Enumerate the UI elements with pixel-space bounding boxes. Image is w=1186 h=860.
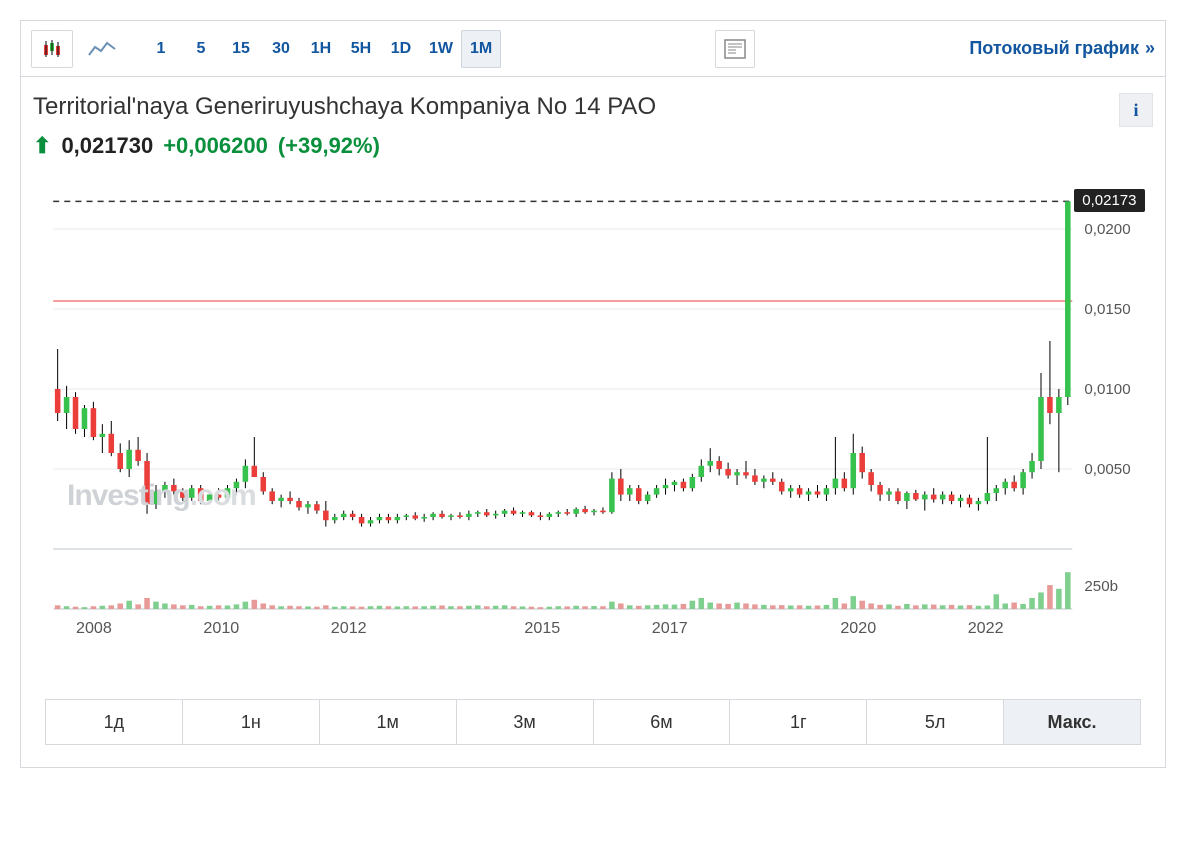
interval-picker: 1515301H5H1D1W1M <box>141 30 501 68</box>
interval-5[interactable]: 5 <box>181 30 221 68</box>
svg-text:2012: 2012 <box>331 619 367 637</box>
streaming-chart-label: Потоковый график <box>969 38 1139 59</box>
info-button[interactable]: i <box>1119 93 1153 127</box>
price-change-pct: (+39,92%) <box>278 133 380 159</box>
range-1г[interactable]: 1г <box>730 700 867 744</box>
range-Макс.[interactable]: Макс. <box>1004 700 1140 744</box>
interval-1D[interactable]: 1D <box>381 30 421 68</box>
chart-widget: 1515301H5H1D1W1M Потоковый график » Terr… <box>20 20 1166 768</box>
range-5л[interactable]: 5л <box>867 700 1004 744</box>
svg-text:2017: 2017 <box>652 619 688 637</box>
svg-text:250b: 250b <box>1084 578 1118 595</box>
chart-type-candles-button[interactable] <box>31 30 73 68</box>
svg-text:0,0050: 0,0050 <box>1084 461 1130 478</box>
svg-text:0,0200: 0,0200 <box>1084 221 1130 238</box>
quote-row: ⬆ 0,021730 +0,006200 (+39,92%) <box>33 133 1153 159</box>
chevron-right-icon: » <box>1145 38 1155 59</box>
interval-1[interactable]: 1 <box>141 30 181 68</box>
last-price: 0,021730 <box>61 133 153 159</box>
svg-text:2010: 2010 <box>203 619 239 637</box>
range-6м[interactable]: 6м <box>594 700 731 744</box>
svg-text:2022: 2022 <box>968 619 1004 637</box>
interval-1W[interactable]: 1W <box>421 30 461 68</box>
range-picker: 1д1н1м3м6м1г5лМакс. <box>45 699 1141 745</box>
price-change: +0,006200 <box>163 133 268 159</box>
candlestick-icon <box>40 37 64 61</box>
chart-type-line-button[interactable] <box>79 30 125 68</box>
arrow-up-icon: ⬆ <box>33 133 51 159</box>
interval-1M[interactable]: 1M <box>461 30 501 68</box>
current-price-tag: 0,02173 <box>1074 189 1144 212</box>
interval-30[interactable]: 30 <box>261 30 301 68</box>
svg-text:0,0150: 0,0150 <box>1084 301 1130 318</box>
streaming-chart-link[interactable]: Потоковый график » <box>969 38 1155 59</box>
svg-text:2015: 2015 <box>524 619 560 637</box>
svg-text:2008: 2008 <box>76 619 112 637</box>
instrument-title: Territorial'naya Generiruyushchaya Kompa… <box>33 93 1109 121</box>
range-1м[interactable]: 1м <box>320 700 457 744</box>
line-chart-icon <box>87 39 117 59</box>
news-button[interactable] <box>715 30 755 68</box>
range-1д[interactable]: 1д <box>46 700 183 744</box>
svg-text:0,0100: 0,0100 <box>1084 381 1130 398</box>
toolbar: 1515301H5H1D1W1M Потоковый график » <box>21 21 1165 77</box>
range-3м[interactable]: 3м <box>457 700 594 744</box>
range-1н[interactable]: 1н <box>183 700 320 744</box>
interval-1H[interactable]: 1H <box>301 30 341 68</box>
svg-text:2020: 2020 <box>840 619 876 637</box>
interval-15[interactable]: 15 <box>221 30 261 68</box>
interval-5H[interactable]: 5H <box>341 30 381 68</box>
newspaper-icon <box>724 39 746 59</box>
price-chart: 0,0050 0,0100 0,0150 0,0200 250b 2008 2010 2012… <box>33 179 1153 659</box>
chart-area[interactable]: 0,0050 0,0100 0,0150 0,0200 250b 2008 2010 2012… <box>33 179 1153 659</box>
